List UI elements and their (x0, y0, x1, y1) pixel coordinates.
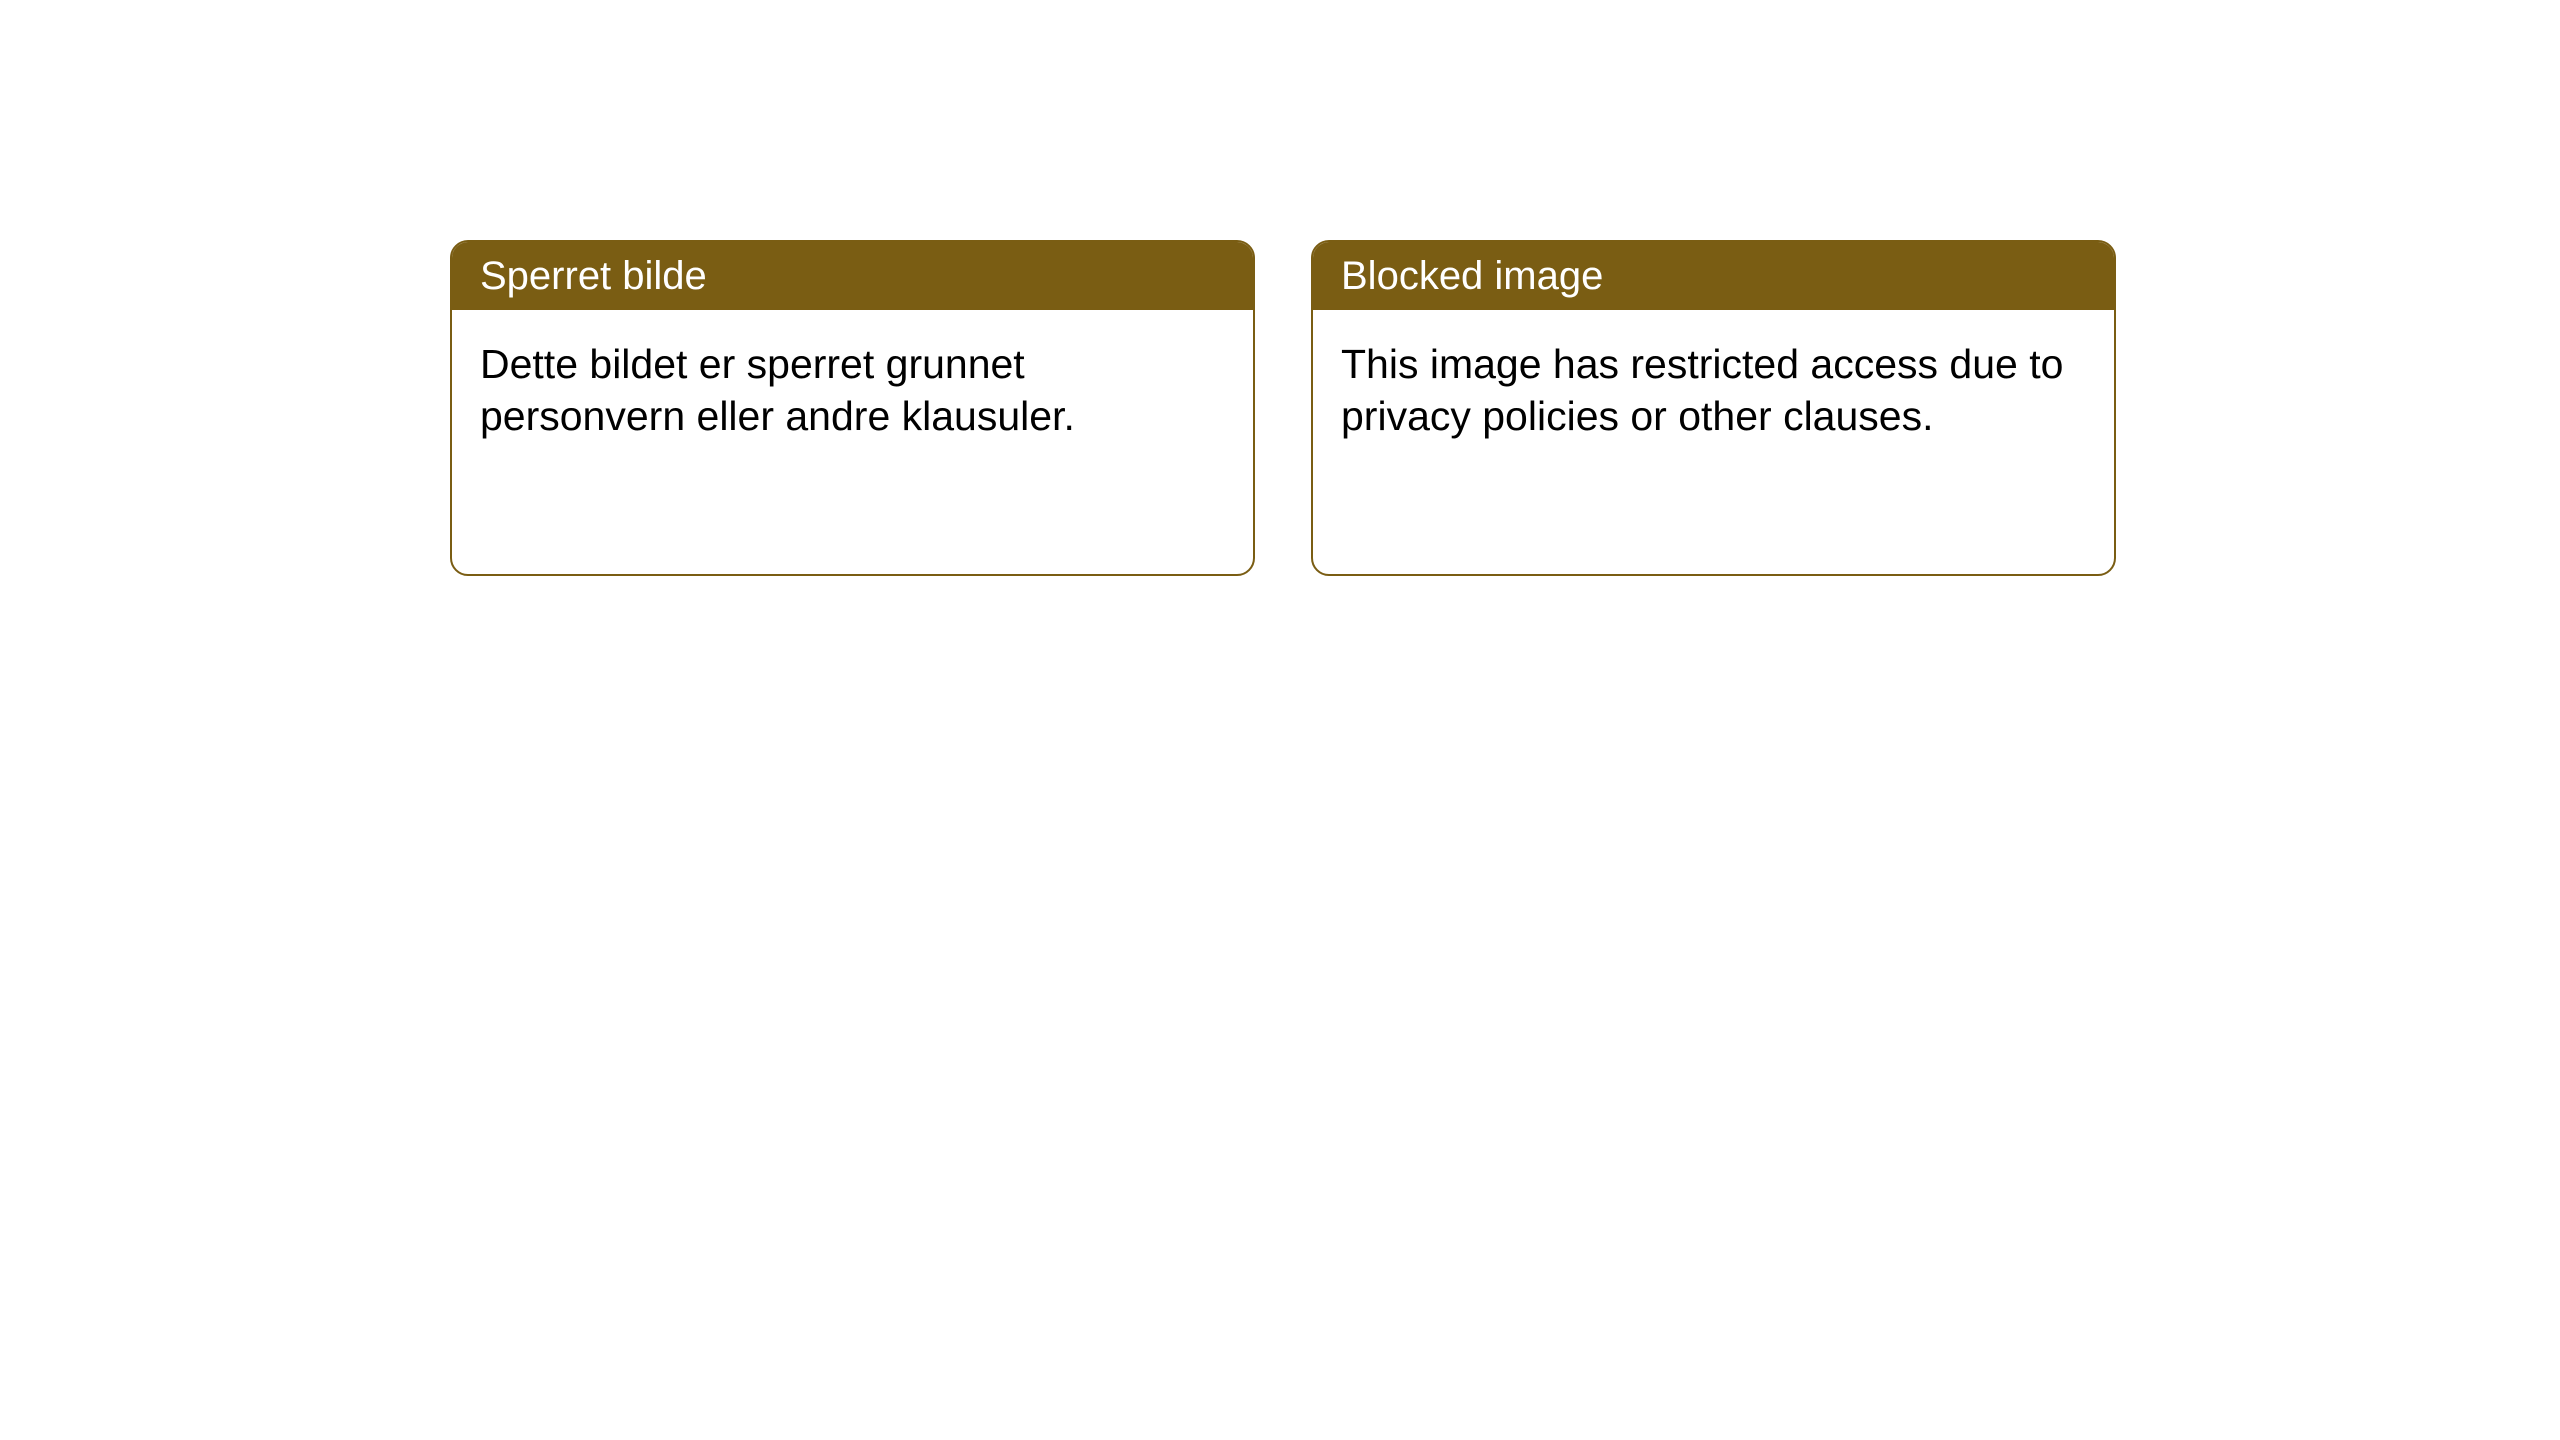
card-body-no: Dette bildet er sperret grunnet personve… (452, 310, 1253, 471)
card-header-no: Sperret bilde (452, 242, 1253, 310)
notice-card-en: Blocked image This image has restricted … (1311, 240, 2116, 576)
card-body-en: This image has restricted access due to … (1313, 310, 2114, 471)
card-header-en: Blocked image (1313, 242, 2114, 310)
card-container: Sperret bilde Dette bildet er sperret gr… (450, 240, 2116, 576)
notice-card-no: Sperret bilde Dette bildet er sperret gr… (450, 240, 1255, 576)
